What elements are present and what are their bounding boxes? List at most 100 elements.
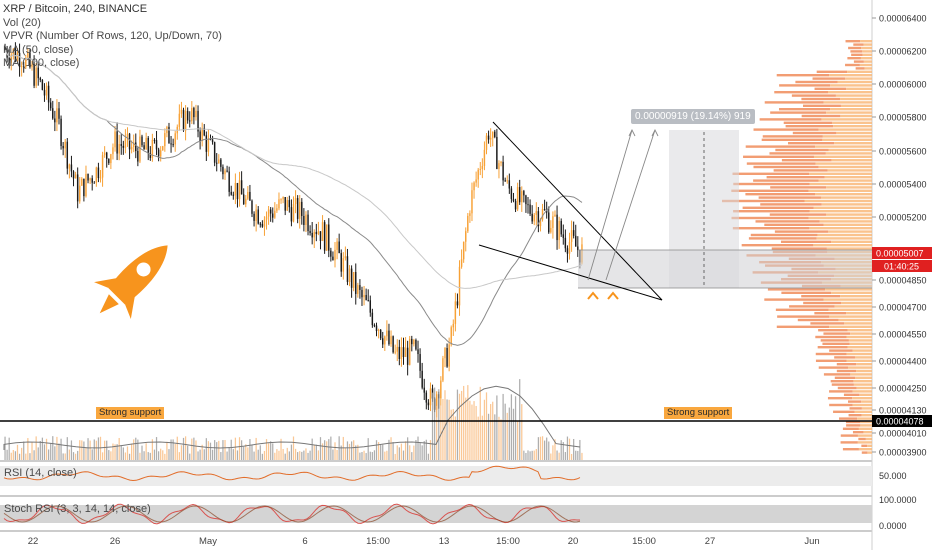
vpvr-bar-up — [825, 152, 872, 155]
candle-body — [340, 253, 342, 272]
vpvr-bar-up — [854, 356, 872, 359]
volume-bar — [236, 450, 239, 460]
volume-bar — [232, 449, 234, 460]
vpvr-bar-down — [817, 346, 848, 349]
vpvr-bar-down — [847, 57, 861, 60]
volume-bar — [261, 453, 263, 460]
price-axis-label: 0.00006000 — [879, 80, 927, 90]
volume-bar — [104, 440, 106, 460]
candle-body — [442, 358, 444, 381]
volume-bar — [280, 438, 282, 460]
candle-body — [60, 118, 62, 147]
vpvr-bar-up — [815, 162, 872, 165]
volume-bar — [523, 450, 525, 460]
volume-bar — [477, 416, 479, 460]
volume-bar — [303, 450, 305, 460]
volume-bar — [93, 439, 95, 460]
candle-body — [14, 48, 17, 61]
candle-body — [446, 347, 448, 367]
candle-body — [518, 187, 521, 203]
time-axis-label: 22 — [28, 536, 39, 547]
volume-bar — [216, 442, 218, 460]
vpvr-bar-up — [863, 431, 872, 434]
candle-body — [58, 108, 60, 119]
indicator-ma50[interactable]: MA (50, close) — [3, 43, 74, 56]
volume-bar — [448, 399, 450, 460]
price-axis-label: 0.00005800 — [879, 113, 927, 123]
vpvr-bar-down — [776, 74, 830, 77]
vpvr-bar-up — [846, 352, 872, 356]
volume-bar — [450, 409, 452, 460]
vpvr-bar-up — [840, 114, 872, 118]
candle-body — [330, 250, 332, 257]
time-axis-label: Jun — [804, 536, 819, 547]
indicator-vol[interactable]: Vol (20) — [3, 16, 41, 29]
candle-body — [317, 231, 320, 235]
volume-bar — [16, 444, 19, 460]
vpvr-bar-up — [852, 403, 872, 407]
vpvr-bar-up — [850, 373, 872, 376]
vpvr-bar-down — [775, 148, 829, 152]
volume-bar — [33, 450, 35, 460]
candle-body — [539, 219, 542, 227]
candle-body — [135, 142, 137, 152]
candle-body — [83, 178, 85, 197]
volume-bar — [195, 440, 197, 460]
candle-body — [334, 249, 336, 261]
indicator-ma100[interactable]: MA (100, close) — [3, 57, 80, 69]
volume-bar — [251, 444, 253, 460]
vpvr-bar-up — [858, 448, 872, 451]
vpvr-bar-up — [826, 186, 872, 189]
candle-body — [475, 179, 477, 183]
volume-bar — [415, 440, 417, 460]
candle-body — [506, 180, 508, 182]
vpvr-bar-down — [801, 97, 841, 101]
vpvr-bar-up — [846, 335, 872, 339]
volume-bar — [305, 448, 307, 460]
candle-body — [68, 164, 71, 169]
volume-bar — [454, 416, 456, 460]
vpvr-bar-up — [859, 393, 872, 396]
volume-bar — [380, 445, 382, 460]
vpvr-bar-up — [837, 80, 872, 84]
candle-body — [292, 203, 295, 222]
volume-bar — [344, 448, 347, 460]
vpvr-bar-up — [828, 148, 872, 152]
vpvr-bar-down — [785, 125, 834, 128]
candle-body — [124, 138, 127, 148]
stoch-pane-label[interactable]: Stoch RSI (3, 3, 14, 14, close) — [4, 503, 151, 515]
volume-bar — [37, 447, 39, 460]
vpvr-bar-down — [764, 101, 824, 104]
vpvr-bar-up — [856, 363, 872, 366]
volume-bar — [537, 437, 540, 460]
volume-bar — [355, 445, 357, 460]
indicator-vpvr[interactable]: VPVR (Number Of Rows, 120, Up/Down, 70) — [3, 30, 222, 42]
vpvr-bar-up — [853, 380, 872, 383]
candle-body — [199, 131, 201, 142]
candle-body — [577, 246, 579, 250]
volume-bar — [222, 440, 224, 460]
vpvr-bar-up — [808, 216, 872, 220]
vpvr-bar-up — [828, 308, 872, 311]
rsi-pane-label[interactable]: RSI (14, close) — [4, 467, 77, 479]
candle-body — [97, 167, 100, 179]
volume-bar — [64, 453, 66, 460]
stoch-axis-label-bottom: 0.0000 — [879, 521, 907, 531]
candle-body — [508, 180, 511, 189]
volume-bar — [74, 453, 77, 460]
vpvr-bar-up — [822, 135, 872, 138]
volume-bar — [170, 439, 172, 460]
vpvr-bar-down — [781, 159, 832, 162]
vpvr-bar-down — [753, 128, 819, 131]
vpvr-bar-down — [742, 206, 814, 209]
candle-body — [126, 133, 129, 139]
candle-body — [303, 215, 305, 225]
candle-body — [245, 198, 247, 205]
candle-body — [363, 294, 365, 298]
volume-bar — [554, 439, 556, 460]
volume-bar — [382, 444, 384, 460]
volume-bar — [460, 390, 463, 460]
candle-body — [496, 136, 498, 169]
